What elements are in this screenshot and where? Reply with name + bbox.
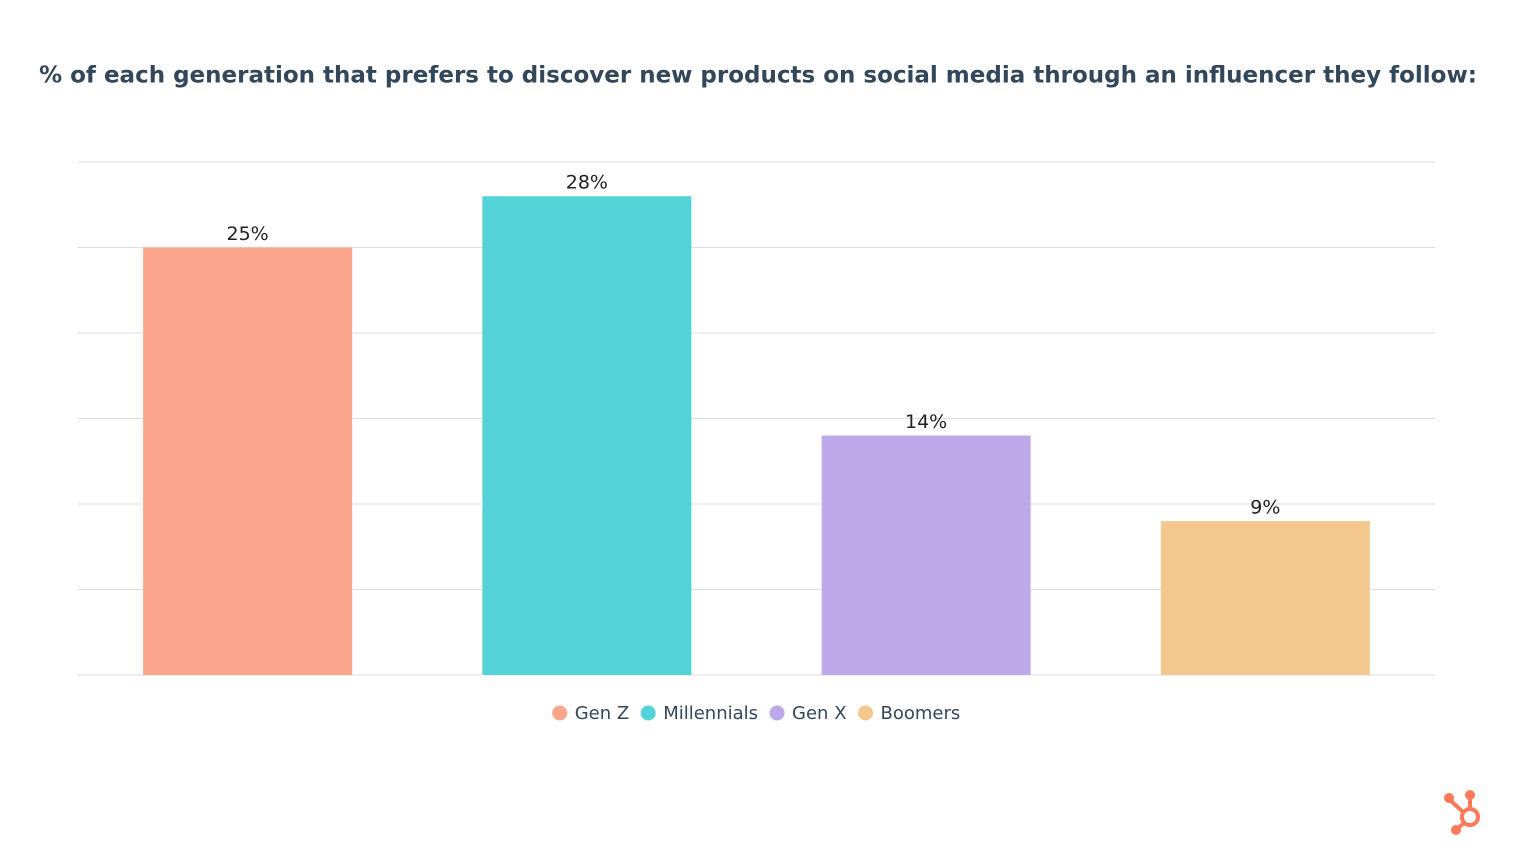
value-label: 25% <box>227 223 269 245</box>
bar <box>482 196 692 675</box>
value-label: 14% <box>905 411 947 433</box>
legend-marker <box>640 705 656 721</box>
legend-label: Boomers <box>881 703 961 724</box>
legend-marker <box>858 705 874 721</box>
bar <box>1160 521 1370 675</box>
bar <box>143 247 353 675</box>
legend: Gen Z Millennials Gen X Boomers <box>552 703 960 724</box>
legend-marker <box>769 705 785 721</box>
bar <box>821 435 1031 675</box>
value-label: 28% <box>566 172 608 194</box>
legend-label: Millennials <box>663 703 758 724</box>
value-label: 9% <box>1250 497 1280 519</box>
hubspot-logo <box>1444 790 1480 835</box>
legend-label: Gen X <box>792 703 846 724</box>
legend-marker <box>552 705 568 721</box>
chart-title: % of each generation that prefers to dis… <box>39 63 1477 89</box>
legend-label: Gen Z <box>575 703 629 724</box>
